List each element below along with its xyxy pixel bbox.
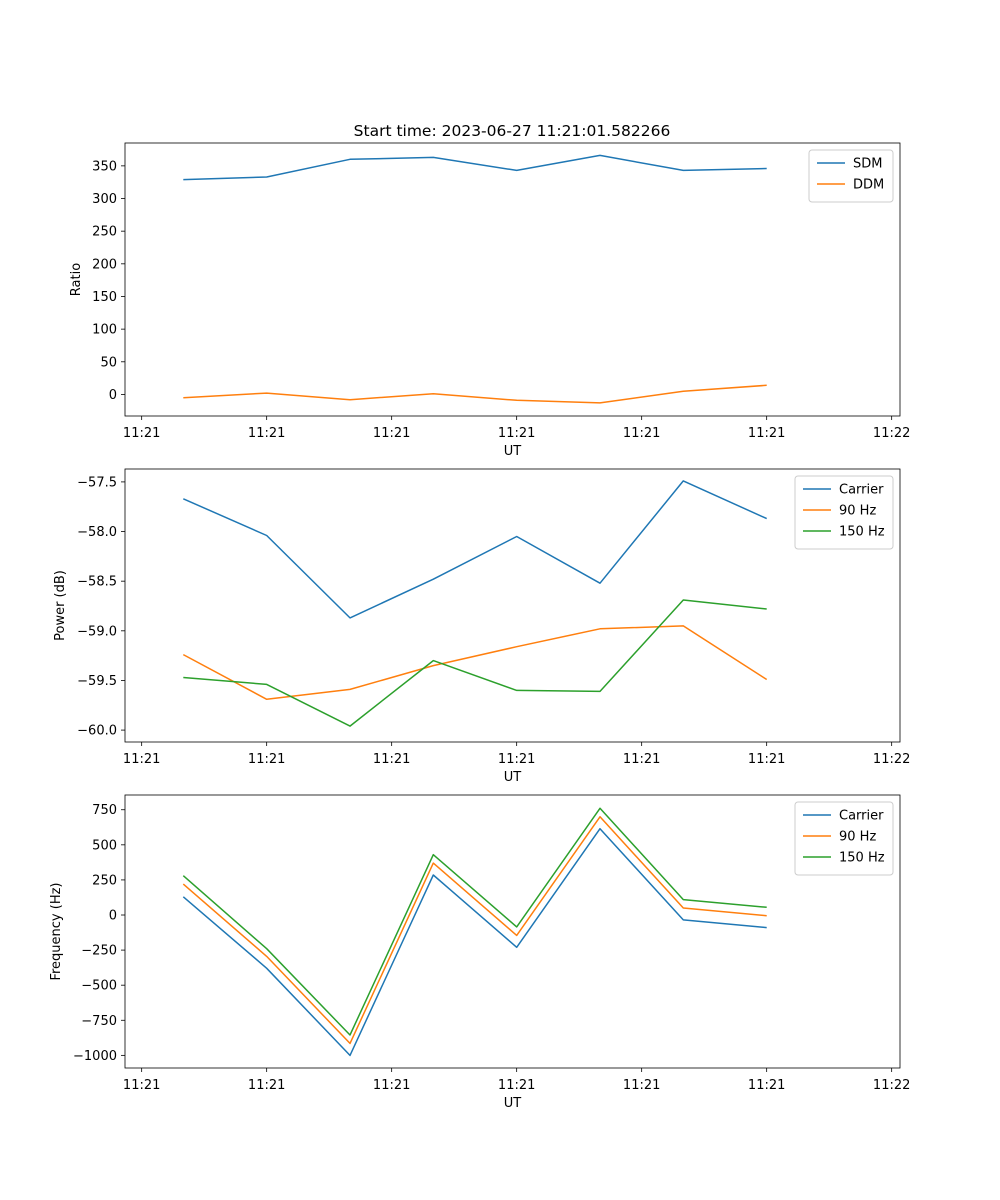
x-tick-label: 11:21 xyxy=(498,1078,535,1093)
x-tick-label: 11:22 xyxy=(873,426,910,441)
y-tick-label: 350 xyxy=(92,159,117,174)
legend-label: SDM xyxy=(853,157,882,172)
x-tick-label: 11:21 xyxy=(623,752,660,767)
x-tick-label: 11:21 xyxy=(498,426,535,441)
y-tick-label: 200 xyxy=(92,257,117,272)
y-tick-label: 150 xyxy=(92,290,117,305)
series-line-90-hz xyxy=(182,816,767,1045)
x-tick-label: 11:21 xyxy=(123,426,160,441)
y-tick-label: −58.5 xyxy=(77,575,117,590)
series-line-ddm xyxy=(183,384,767,404)
y-tick-label: 50 xyxy=(100,355,117,370)
legend-label: DDM xyxy=(853,178,884,193)
y-tick-label: 0 xyxy=(109,909,117,924)
y-tick-label: −59.0 xyxy=(77,624,117,639)
panel-2: 11:21 11:21 11:21 11:21 11:21 11:21 11:22 −60.0… xyxy=(53,468,910,785)
x-tick-label: 11:22 xyxy=(873,752,910,767)
legend-label: 150 Hz xyxy=(839,851,885,866)
axes-frame xyxy=(124,468,901,743)
y-tick-label: 500 xyxy=(92,838,117,853)
chart-title: Start time: 2023-06-27 11:21:01.582266 xyxy=(354,122,671,140)
y-tick-label: −750 xyxy=(81,1014,117,1029)
x-tick-label: 11:21 xyxy=(248,1078,285,1093)
x-axis-label: UT xyxy=(504,1096,522,1111)
y-tick-label: −57.5 xyxy=(77,475,117,490)
y-tick-label: 100 xyxy=(92,323,117,338)
x-tick-label: 11:21 xyxy=(623,1078,660,1093)
panel-3: 11:21 11:21 11:21 11:21 11:21 11:21 11:22 −1000… xyxy=(49,794,910,1111)
y-tick-label: −58.0 xyxy=(77,525,117,540)
x-tick-label: 11:21 xyxy=(748,752,785,767)
panel-1: 11:21 11:21 11:21 11:21 11:21 11:21 11:22 0 50 10… xyxy=(69,142,910,459)
legend-label: Carrier xyxy=(839,483,884,498)
x-axis-label: UT xyxy=(504,770,522,785)
y-tick-label: 250 xyxy=(92,873,117,888)
y-tick-label: −1000 xyxy=(73,1049,117,1064)
x-tick-label: 11:21 xyxy=(498,752,535,767)
y-tick-label: −60.0 xyxy=(77,724,117,739)
legend: Carrier 90 Hz 150 Hz xyxy=(794,801,894,876)
x-tick-label: 11:22 xyxy=(873,1078,910,1093)
y-tick-label: −250 xyxy=(81,944,117,959)
legend-label: 150 Hz xyxy=(839,525,885,540)
panels: 11:21 11:21 11:21 11:21 11:21 11:21 11:22 0 50 10… xyxy=(49,142,910,1111)
y-axis-label: Power (dB) xyxy=(53,570,68,641)
x-axis-label: UT xyxy=(504,444,522,459)
x-tick-label: 11:21 xyxy=(373,1078,410,1093)
series-line-carrier xyxy=(182,827,767,1057)
x-tick-label: 11:21 xyxy=(123,1078,160,1093)
y-tick-label: −500 xyxy=(81,979,117,994)
series-line-sdm xyxy=(183,154,767,181)
x-tick-label: 11:21 xyxy=(248,426,285,441)
series-line-150-hz xyxy=(183,599,767,727)
y-axis-label: Frequency (Hz) xyxy=(49,882,64,980)
x-tick-label: 11:21 xyxy=(248,752,285,767)
y-tick-label: 250 xyxy=(92,225,117,240)
y-tick-label: 750 xyxy=(92,803,117,818)
x-tick-label: 11:21 xyxy=(373,426,410,441)
x-tick-label: 11:21 xyxy=(123,752,160,767)
legend: SDM DDM xyxy=(808,149,894,203)
legend: Carrier 90 Hz 150 Hz xyxy=(794,475,894,550)
series-line-150-hz xyxy=(182,807,767,1036)
y-tick-label: 300 xyxy=(92,192,117,207)
x-tick-label: 11:21 xyxy=(373,752,410,767)
x-tick-label: 11:21 xyxy=(748,426,785,441)
x-tick-label: 11:21 xyxy=(623,426,660,441)
y-tick-label: 0 xyxy=(109,388,117,403)
y-tick-label: −59.5 xyxy=(77,674,117,689)
y-axis-label: Ratio xyxy=(69,263,84,296)
legend-label: 90 Hz xyxy=(839,504,876,519)
axes-frame xyxy=(124,794,901,1069)
legend-label: Carrier xyxy=(839,809,884,824)
legend-label: 90 Hz xyxy=(839,830,876,845)
series-line-90-hz xyxy=(182,625,768,701)
series-line-carrier xyxy=(182,480,768,619)
axes-frame xyxy=(124,142,901,417)
x-tick-label: 11:21 xyxy=(748,1078,785,1093)
